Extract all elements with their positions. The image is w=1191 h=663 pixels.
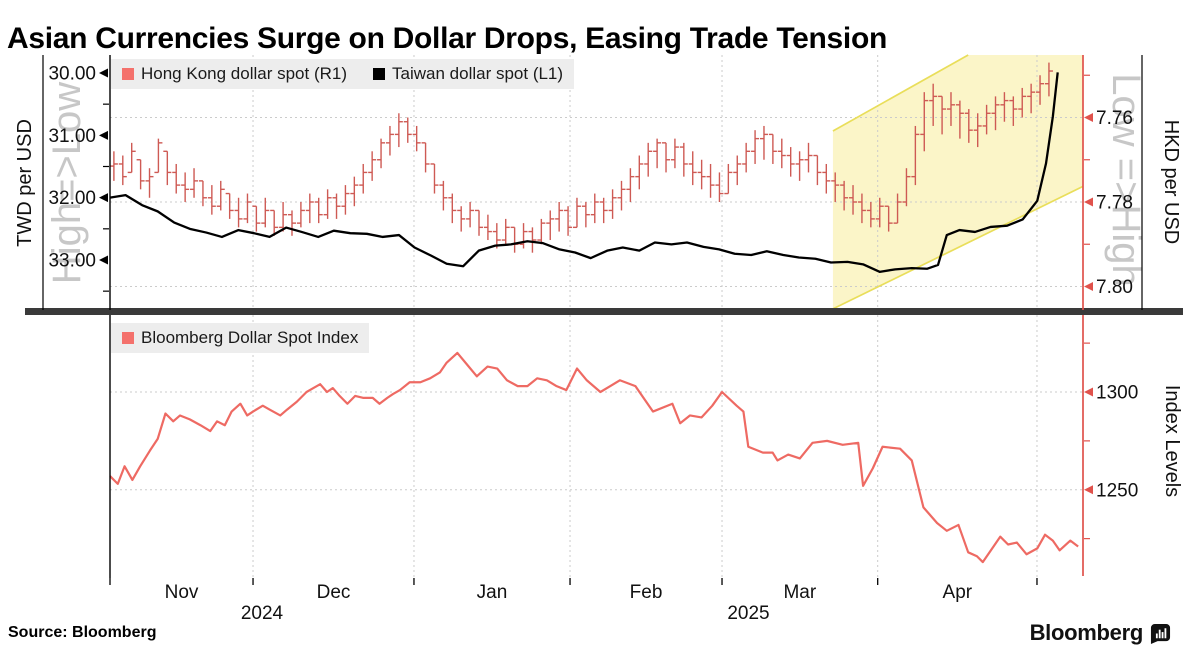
- bloomberg-wordmark: Bloomberg: [1029, 620, 1144, 645]
- hkd-tick-label: 7.80: [1096, 277, 1133, 298]
- dollar-index-line: [109, 351, 1079, 564]
- index-tick-arrow: [1084, 387, 1093, 397]
- taiwan-dollar-line: [109, 72, 1059, 273]
- highlight-band-fill: [832, 55, 1083, 309]
- highlight-band-bottom-edge: [832, 185, 1084, 310]
- hkd-tick-label: 7.78: [1096, 193, 1133, 214]
- left-axis-direction-watermark: High=>Low: [45, 82, 89, 284]
- index-tick-label: 1250: [1096, 480, 1138, 501]
- hkd-tick-arrow: [1084, 282, 1093, 291]
- x-year-label: 2025: [727, 603, 769, 624]
- index-tick-label: 1300: [1096, 383, 1138, 404]
- hkd-tick-arrow: [1084, 197, 1093, 207]
- left-tick-arrow: [99, 68, 108, 78]
- index-tick-arrow: [1084, 485, 1093, 495]
- legend-item-twd: Taiwan dollar spot (L1): [373, 64, 563, 84]
- x-month-label: Nov: [165, 582, 199, 603]
- highlight-band-top-edge: [832, 54, 969, 132]
- x-month-label: Feb: [630, 582, 663, 603]
- x-month-label: Mar: [783, 582, 816, 603]
- twd-series-swatch: [373, 68, 386, 80]
- right-axis-direction-watermark: Low =>High: [1104, 73, 1148, 286]
- twd-axis-title: TWD per USD: [14, 119, 36, 247]
- legend-label-hkd: Hong Kong dollar spot (R1): [141, 64, 348, 83]
- left-tick-arrow: [99, 193, 108, 203]
- bottom-panel-legend: Bloomberg Dollar Spot Index: [111, 323, 370, 353]
- twd-tick-label: 31.00: [48, 126, 96, 147]
- left-tick-arrow: [99, 130, 108, 140]
- page-title: Asian Currencies Surge on Dollar Drops, …: [7, 22, 887, 56]
- x-month-label: Apr: [943, 582, 973, 603]
- legend-item-index: Bloomberg Dollar Spot Index: [122, 328, 358, 348]
- legend-label-index: Bloomberg Dollar Spot Index: [141, 328, 359, 347]
- source-credit: Source: Bloomberg: [8, 624, 157, 641]
- x-month-label: Dec: [317, 582, 351, 603]
- panel-divider: [25, 308, 1183, 315]
- twd-tick-label: 30.00: [48, 64, 96, 85]
- x-month-label: Jan: [477, 582, 508, 603]
- bloomberg-terminal-icon: [1150, 623, 1171, 644]
- bloomberg-logo: Bloomberg: [1030, 620, 1171, 646]
- twd-tick-label: 32.00: [48, 188, 96, 209]
- hkd-tick-label: 7.76: [1096, 108, 1133, 129]
- hkd-axis-title: HKD per USD: [1160, 120, 1182, 244]
- left-tick-arrow: [99, 255, 108, 265]
- twd-tick-label: 33.00: [48, 250, 96, 271]
- top-panel-legend: Hong Kong dollar spot (R1) Taiwan dollar…: [111, 59, 575, 89]
- legend-item-hkd: Hong Kong dollar spot (R1): [122, 64, 347, 84]
- x-year-label: 2024: [241, 603, 284, 624]
- index-series-swatch: [122, 332, 134, 344]
- hkd-tick-arrow: [1084, 113, 1093, 122]
- index-axis-title: Index Levels: [1161, 385, 1183, 497]
- legend-label-twd: Taiwan dollar spot (L1): [392, 64, 564, 83]
- hkd-series-swatch: [122, 68, 134, 80]
